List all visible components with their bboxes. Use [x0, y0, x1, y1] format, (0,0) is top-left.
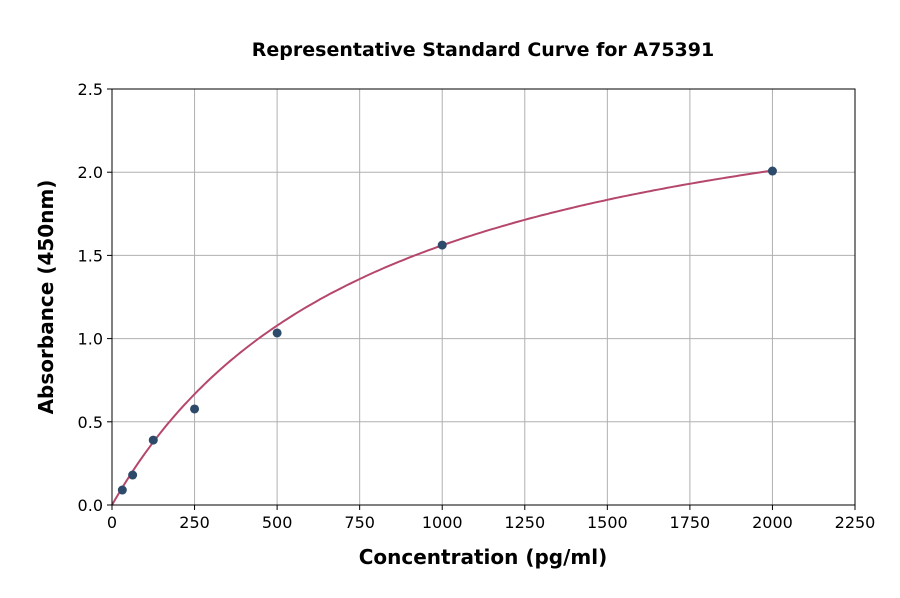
data-point: [128, 470, 138, 480]
data-point: [272, 328, 282, 338]
chart-title: Representative Standard Curve for A75391: [252, 39, 714, 61]
data-point: [117, 485, 127, 495]
x-tick-label: 1000: [422, 513, 463, 532]
y-tick-label: 1.5: [78, 246, 103, 265]
y-tick-label: 2.0: [78, 163, 103, 182]
x-tick-label: 500: [262, 513, 293, 532]
x-tick-label: 1500: [587, 513, 628, 532]
y-axis-label: Absorbance (450nm): [34, 180, 58, 415]
x-tick-label: 250: [179, 513, 210, 532]
x-axis-label: Concentration (pg/ml): [359, 545, 608, 569]
data-point: [767, 166, 777, 176]
x-tick-label: 750: [344, 513, 375, 532]
y-tick-label: 0.0: [78, 496, 103, 515]
y-tick-label: 0.5: [78, 413, 103, 432]
data-point: [148, 435, 158, 445]
x-tick-label: 0: [107, 513, 117, 532]
data-point: [437, 240, 447, 250]
y-tick-label: 1.0: [78, 330, 103, 349]
y-tick-label: 2.5: [78, 80, 103, 99]
data-point: [190, 404, 200, 414]
plot-frame: [111, 88, 856, 506]
x-tick-label: 2250: [835, 513, 876, 532]
x-tick-label: 1250: [504, 513, 545, 532]
x-tick-label: 2000: [752, 513, 793, 532]
x-tick-label: 1750: [670, 513, 711, 532]
